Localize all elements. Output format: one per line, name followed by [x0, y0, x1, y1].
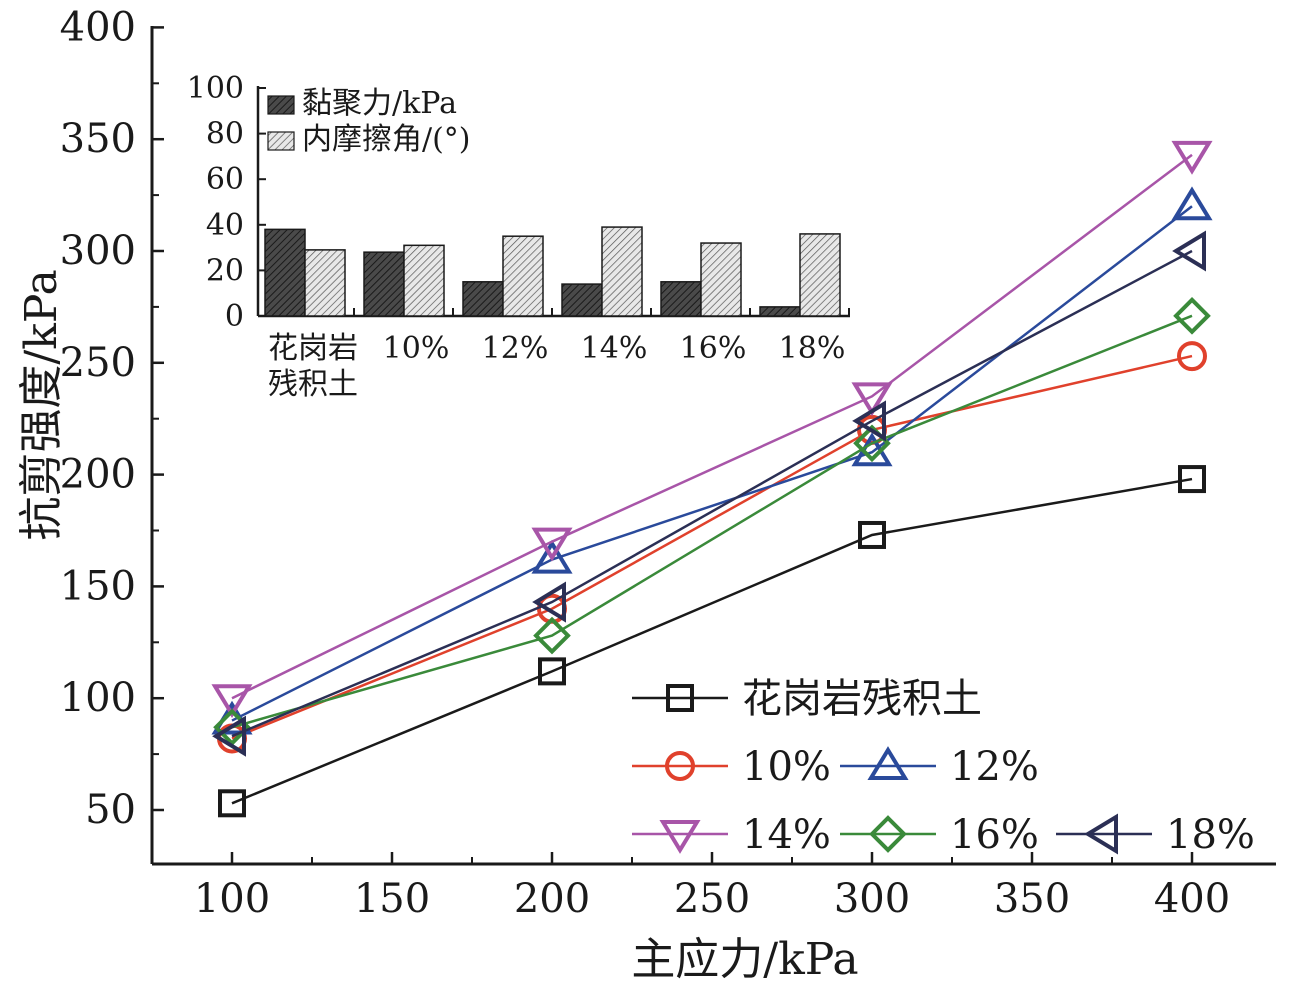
inset-legend-swatch: [267, 95, 295, 115]
inset-legend-label: 黏聚力/kPa: [302, 86, 457, 121]
legend-marker: [1084, 813, 1118, 855]
x-tick-label: 300: [834, 876, 910, 922]
main-axes: 100 150 200 250 300 350 4005010015020025030035…: [16, 4, 1276, 985]
inset-legend-label: 内摩擦角/(°): [302, 122, 471, 157]
inset-bar-chart: 0 20 40 60 80 100 花岗岩残积土 10% 12% 14% 16% 18% 黏聚力/kP…: [187, 71, 850, 402]
series-4: [213, 297, 1211, 747]
cohesion-bar: [561, 283, 603, 317]
cohesion-bar: [660, 281, 702, 317]
y-tick-label: 300: [60, 228, 136, 274]
inset-y-tick-label: 40: [206, 208, 244, 243]
legend-marker: [869, 815, 907, 853]
inset-x-tick-label: 14%: [581, 331, 648, 366]
data-point: [218, 789, 246, 818]
cohesion-bar: [264, 228, 306, 317]
x-tick-label: 200: [514, 876, 590, 922]
main-legend: 花岗岩残积土 10% 12% 14% 16% 18%: [632, 676, 1255, 858]
legend-marker: [666, 684, 694, 712]
x-tick-label: 350: [994, 876, 1070, 922]
legend-marker: [665, 751, 695, 781]
inset-x-tick-label: 花岗岩残积土: [268, 331, 358, 402]
x-tick-label: 150: [354, 876, 430, 922]
x-tick-label: 250: [674, 876, 750, 922]
y-tick-label: 150: [60, 563, 136, 609]
series-1: [217, 341, 1207, 754]
data-point: [533, 616, 571, 655]
legend-label: 14%: [742, 812, 831, 858]
cohesion-bar: [462, 281, 504, 317]
y-tick-label: 400: [60, 4, 136, 50]
friction-angle-bar: [700, 242, 742, 317]
legend-label: 10%: [742, 744, 831, 790]
data-point: [531, 527, 573, 562]
inset-y-tick-label: 0: [225, 299, 244, 334]
legend-marker: [867, 746, 909, 780]
series-0: [218, 465, 1206, 818]
inset-y-tick-label: 60: [206, 162, 244, 197]
legend-marker: [659, 820, 701, 854]
series-line: [231, 477, 1193, 805]
data-point: [212, 715, 246, 757]
cohesion-bar: [363, 251, 405, 317]
inset-x-tick-label: 12%: [482, 331, 549, 366]
y-tick-label: 200: [60, 452, 136, 498]
inset-y-tick-label: 80: [206, 117, 244, 152]
data-point: [1172, 230, 1206, 272]
data-point: [1177, 341, 1207, 372]
data-point: [851, 382, 893, 417]
inset-x-tick-label: 18%: [779, 331, 846, 366]
series-line: [231, 354, 1193, 740]
data-point: [531, 539, 573, 574]
y-tick-label: 50: [85, 787, 136, 833]
legend-label: 16%: [950, 812, 1039, 858]
inset-legend-swatch: [267, 131, 295, 151]
data-point: [538, 657, 566, 686]
data-point: [1171, 186, 1213, 221]
main-series-group: [211, 140, 1213, 818]
y-axis-title: 抗剪强度/kPa: [16, 269, 67, 540]
y-tick-label: 250: [60, 340, 136, 386]
series-3: [211, 140, 1213, 719]
series-5: [212, 230, 1206, 757]
friction-angle-bar: [601, 226, 643, 317]
series-line: [231, 205, 1193, 722]
inset-x-tick-label: 10%: [383, 331, 450, 366]
data-point: [858, 520, 886, 549]
friction-angle-bar: [502, 235, 544, 317]
inset-y-tick-label: 100: [187, 71, 244, 106]
friction-angle-bar: [304, 249, 346, 317]
y-tick-label: 350: [60, 116, 136, 162]
legend-label: 12%: [950, 744, 1039, 790]
inset-y-tick-label: 20: [206, 253, 244, 288]
data-point: [1173, 297, 1211, 335]
series-line: [231, 314, 1193, 729]
series-line: [231, 153, 1193, 700]
data-point: [532, 581, 566, 623]
x-tick-label: 400: [1154, 876, 1230, 922]
friction-angle-bar: [799, 233, 841, 317]
x-tick-label: 100: [194, 876, 270, 922]
data-point: [1171, 140, 1213, 175]
series-line: [231, 249, 1193, 738]
legend-label: 花岗岩残积土: [742, 676, 982, 722]
y-tick-label: 100: [60, 675, 136, 721]
legend-label: 18%: [1166, 812, 1255, 858]
inset-x-tick-label: 16%: [680, 331, 747, 366]
cohesion-bar: [759, 306, 801, 317]
data-point: [1178, 465, 1206, 494]
friction-angle-bar: [403, 244, 445, 317]
data-point: [211, 684, 253, 719]
data-point: [852, 400, 886, 442]
x-axis-title: 主应力/kPa: [631, 934, 858, 985]
